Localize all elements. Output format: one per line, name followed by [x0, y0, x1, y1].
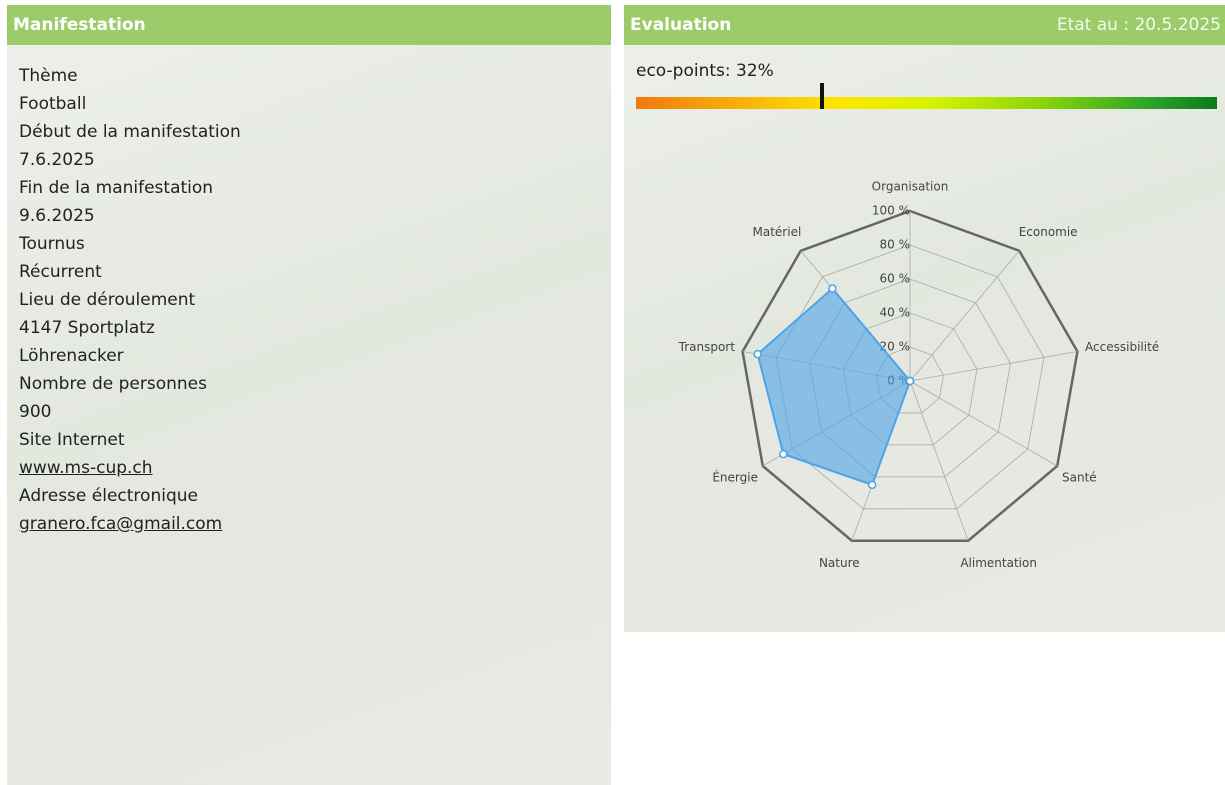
- radar-chart: Organisation Economie Accessibilité Santé Al…: [624, 130, 1225, 625]
- field-label: Début de la manifestation: [19, 118, 611, 146]
- field-value-line: granero.fca@gmail.com: [19, 510, 611, 538]
- axis-label: Alimentation: [960, 556, 1037, 570]
- field-label: Lieu de déroulement: [19, 286, 611, 314]
- eco-points-marker: [820, 83, 824, 109]
- r-tick-label: 40 %: [880, 306, 911, 320]
- field-label: Thème: [19, 62, 611, 90]
- data-point: [754, 351, 761, 358]
- field-label: Fin de la manifestation: [19, 174, 611, 202]
- field-label: Nombre de personnes: [19, 370, 611, 398]
- axis-label: Organisation: [872, 180, 949, 194]
- panel-header: Manifestation: [7, 5, 611, 45]
- r-tick-label: 60 %: [880, 272, 911, 286]
- axis-label: Santé: [1062, 471, 1097, 485]
- header-date: Etat au : 20.5.2025: [1057, 5, 1221, 45]
- field-value-line: www.ms-cup.ch: [19, 454, 611, 482]
- axis-label: Accessibilité: [1085, 340, 1159, 354]
- axis-label: Transport: [678, 340, 736, 354]
- evaluation-panel: Evaluation Etat au : 20.5.2025 eco-points…: [624, 5, 1225, 632]
- data-point: [780, 451, 787, 458]
- field-value-line: Récurrent: [19, 258, 611, 286]
- axis-label: Matériel: [753, 225, 802, 239]
- eco-points-bar: [636, 97, 1217, 109]
- r-tick-label: 80 %: [880, 238, 911, 252]
- field-value-line: Löhrenacker: [19, 342, 611, 370]
- field-value-line: Football: [19, 90, 611, 118]
- axis-label: Nature: [819, 556, 860, 570]
- panel-header: Evaluation Etat au : 20.5.2025: [624, 5, 1225, 45]
- spoke: [910, 381, 1057, 466]
- field-link[interactable]: granero.fca@gmail.com: [19, 514, 222, 534]
- field-value-line: 7.6.2025: [19, 146, 611, 174]
- spoke: [910, 381, 968, 541]
- r-tick-label: 100 %: [872, 204, 910, 218]
- field-label: Tournus: [19, 230, 611, 258]
- field-label: Adresse électronique: [19, 482, 611, 510]
- page: Manifestation ThèmeFootballDébut de la m…: [0, 0, 1225, 785]
- data-point: [869, 481, 876, 488]
- spoke: [910, 351, 1077, 381]
- field: Adresse électronique granero.fca@gmail.co…: [19, 482, 611, 538]
- field-link[interactable]: www.ms-cup.ch: [19, 458, 153, 478]
- field-label: Site Internet: [19, 426, 611, 454]
- axis-label: Énergie: [712, 470, 758, 485]
- axis-label: Economie: [1019, 225, 1078, 239]
- field-value-line: 900: [19, 398, 611, 426]
- field-value-line: 9.6.2025: [19, 202, 611, 230]
- field: Site Internet www.ms-cup.ch: [19, 426, 611, 482]
- data-point: [829, 285, 836, 292]
- eco-points-label: eco-points: 32%: [636, 61, 774, 81]
- header-title: Evaluation: [630, 15, 731, 35]
- field-value-line: 4147 Sportplatz: [19, 314, 611, 342]
- spoke: [910, 251, 1019, 381]
- data-point: [907, 378, 914, 385]
